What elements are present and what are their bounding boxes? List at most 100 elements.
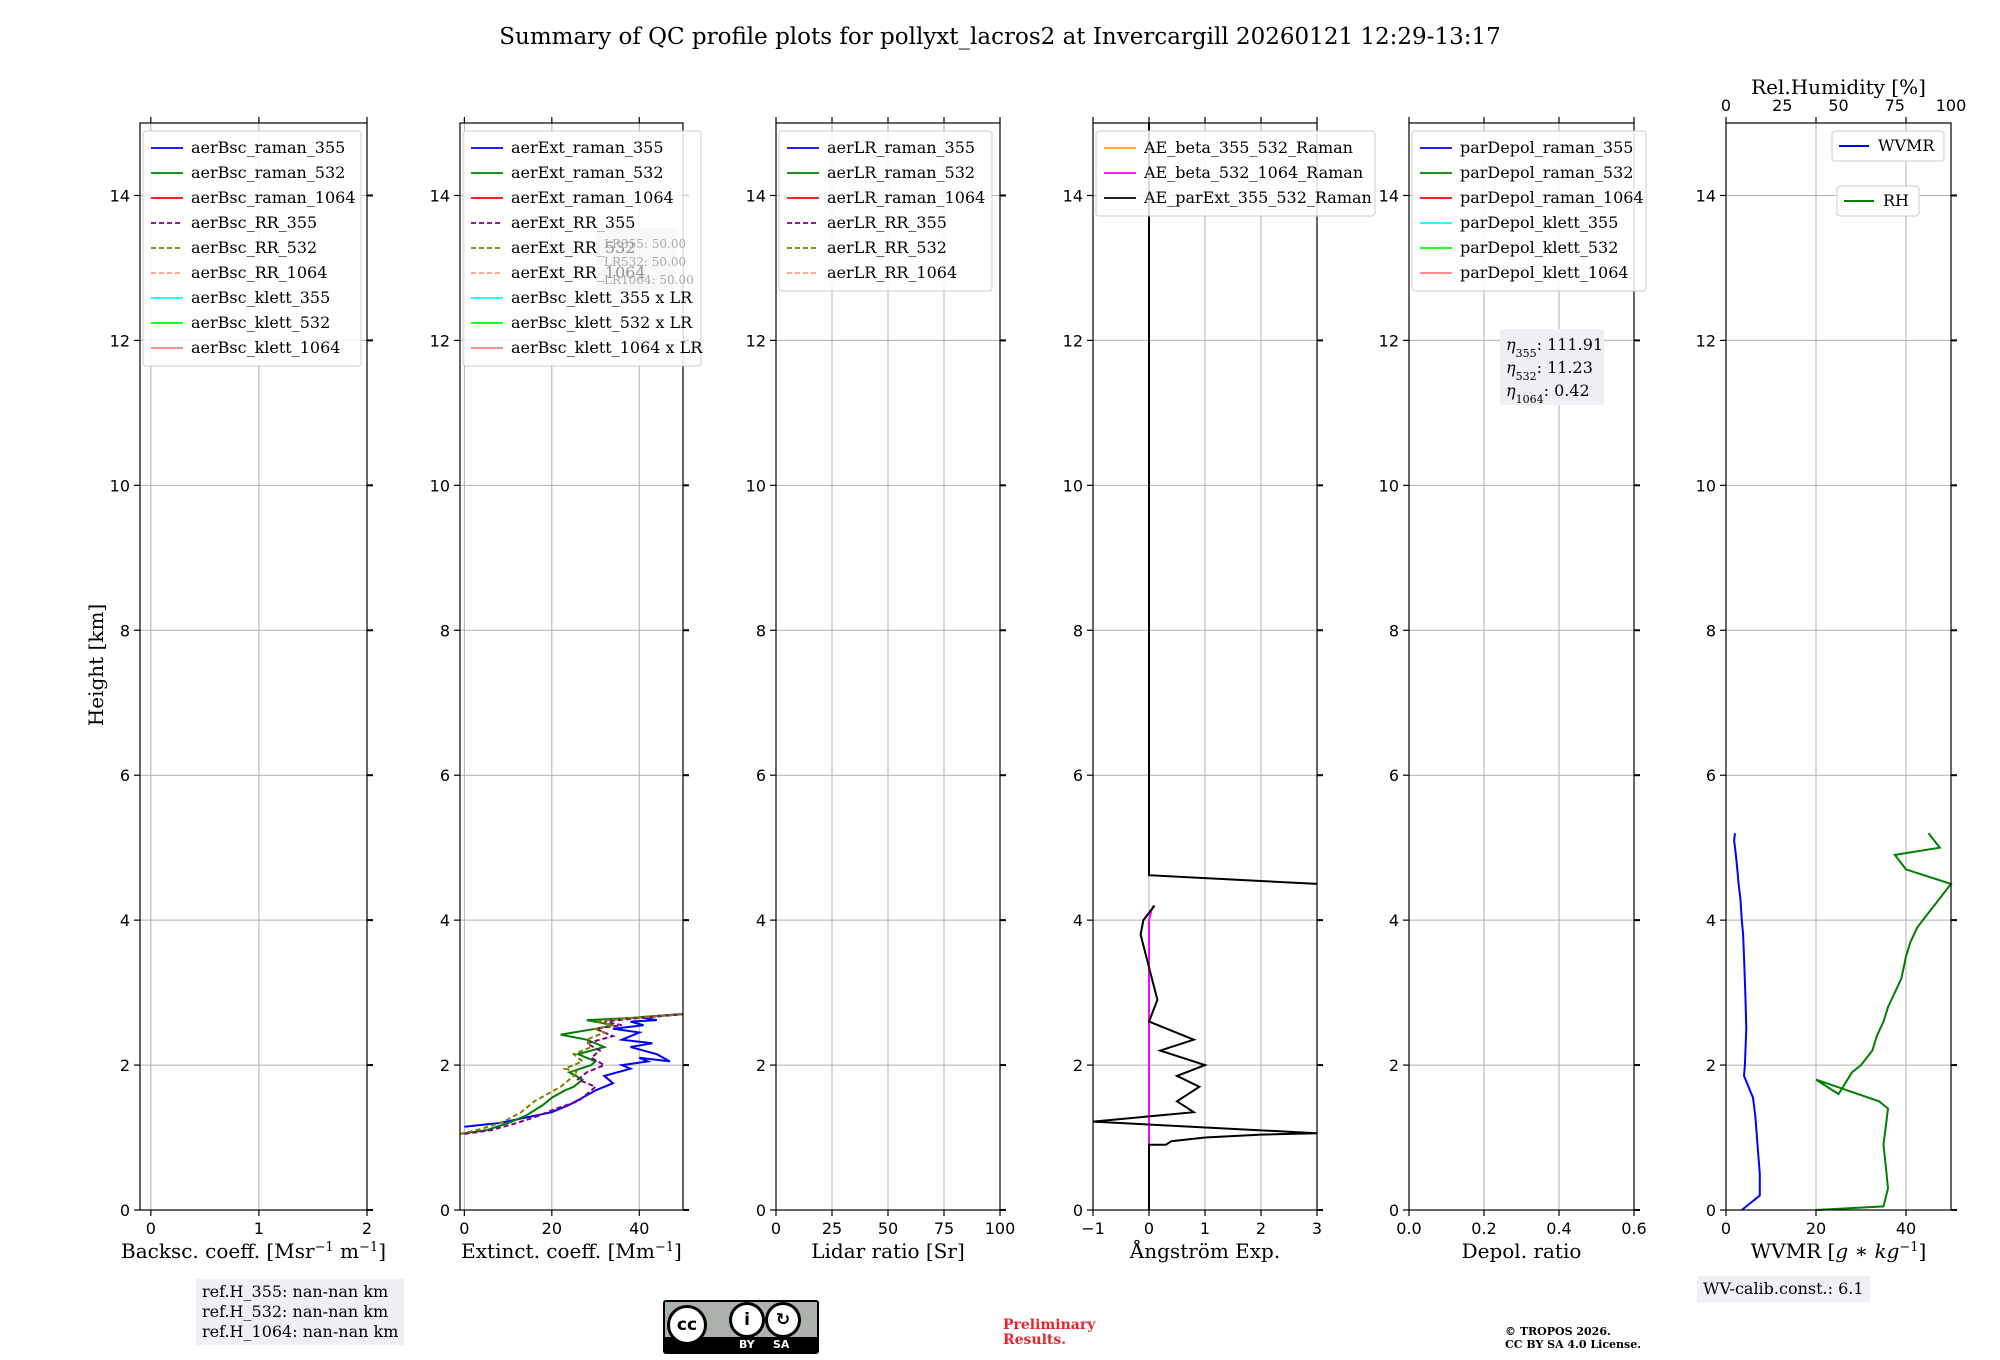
x-tick-label: 40: [629, 1219, 649, 1238]
y-tick-label: 12: [430, 331, 450, 350]
top-x-tick-label: 75: [1885, 96, 1905, 115]
legend-label: aerBsc_klett_532: [191, 313, 330, 332]
series-aerExt_RR_532: [459, 1013, 684, 1135]
y-tick-label: 0: [1706, 1201, 1716, 1220]
preliminary-line-2: Results.: [1003, 1332, 1067, 1348]
legend-label: AE_beta_355_532_Raman: [1143, 138, 1353, 157]
legend-label: aerBsc_klett_355: [191, 288, 330, 307]
x-tick-label: 0.0: [1396, 1219, 1421, 1238]
x-tick-label: 0: [1144, 1219, 1154, 1238]
y-tick-label: 10: [110, 476, 130, 495]
legend-label: aerBsc_RR_355: [191, 213, 317, 232]
y-tick-label: 10: [1379, 476, 1399, 495]
lr-value-box: LR355: 50.00 LR532: 50.00 LR1064: 50.00: [596, 228, 694, 290]
x-tick-label: 25: [822, 1219, 842, 1238]
series-aerExt_RR_355: [464, 1013, 684, 1135]
x-tick-label: 40: [1896, 1219, 1916, 1238]
legend-label: aerExt_raman_1064: [511, 188, 674, 207]
axes-frame: [139, 122, 368, 1211]
ref-height-532: ref.H_532: nan-nan km: [202, 1302, 389, 1321]
y-tick-label: 8: [1706, 621, 1716, 640]
y-tick-label: 12: [1379, 331, 1399, 350]
y-axis-label: Height [km]: [84, 604, 108, 726]
x-tick-label: 1: [1200, 1219, 1210, 1238]
legend-label: parDepol_klett_532: [1460, 238, 1618, 257]
legend-label: parDepol_raman_355: [1460, 138, 1633, 157]
y-tick-label: 12: [1696, 331, 1716, 350]
legend-label: aerBsc_klett_355 x LR: [511, 288, 693, 307]
legend-label: aerBsc_klett_1064: [191, 338, 340, 357]
y-tick-label: 12: [1063, 331, 1083, 350]
x-axis-label: Ångström Exp.: [1129, 1238, 1280, 1263]
legend-label: aerBsc_RR_532: [191, 238, 317, 257]
y-tick-label: 8: [440, 621, 450, 640]
share-alike-icon: ↻: [765, 1302, 801, 1338]
wv-calibration-box: WV-calib.const.: 6.1: [1697, 1276, 1870, 1302]
legend-wvmr: WVMR: [1831, 130, 1945, 162]
series-aerExt_raman_532: [459, 1013, 684, 1135]
legend-label: aerLR_RR_532: [827, 238, 947, 257]
y-tick-label: 10: [746, 476, 766, 495]
x-tick-label: 0: [1721, 1219, 1731, 1238]
x-tick-label: 2: [362, 1219, 372, 1238]
y-tick-label: 0: [756, 1201, 766, 1220]
y-tick-label: 6: [1706, 766, 1716, 785]
axes-frame: [1725, 122, 1952, 1211]
y-tick-label: 6: [120, 766, 130, 785]
legend: aerBsc_raman_355 aerBsc_raman_532 aerBsc_r…: [142, 130, 362, 367]
y-tick-label: 2: [1389, 1056, 1399, 1075]
y-tick-label: 4: [1706, 911, 1716, 930]
legend-label: parDepol_raman_1064: [1460, 188, 1644, 207]
lr-value: LR1064: 50.00: [604, 273, 694, 287]
preliminary-note: Preliminary Results.: [1003, 1318, 1095, 1348]
x-tick-label: 2: [1256, 1219, 1266, 1238]
y-tick-label: 4: [1073, 911, 1083, 930]
y-tick-label: 10: [430, 476, 450, 495]
legend-label: parDepol_klett_1064: [1460, 263, 1629, 282]
top-x-tick-label: 25: [1772, 96, 1792, 115]
legend-label: aerBsc_raman_1064: [191, 188, 356, 207]
y-tick-label: 8: [756, 621, 766, 640]
attribution-icon: i: [729, 1302, 765, 1338]
panel-ext: 0 20 40 0 2 4 6 8 10 12 14 Extinct. coeff. [Mm−1] ae…: [430, 117, 703, 1263]
cc-license-badge: cc i ↻ BY SA: [663, 1300, 819, 1354]
x-tick-label: 75: [934, 1219, 954, 1238]
y-tick-label: 0: [1389, 1201, 1399, 1220]
legend-label: aerExt_RR_355: [511, 213, 635, 232]
series-RH: [1815, 832, 1953, 1211]
y-tick-label: 8: [1389, 621, 1399, 640]
x-tick-label: 50: [878, 1219, 898, 1238]
y-tick-label: 4: [120, 911, 130, 930]
y-tick-label: 8: [120, 621, 130, 640]
ref-height-1064: ref.H_1064: nan-nan km: [202, 1322, 399, 1341]
legend-label: WVMR: [1878, 136, 1935, 155]
x-axis-label: Depol. ratio: [1462, 1239, 1582, 1263]
axes-frame: [459, 122, 684, 1211]
preliminary-line-1: Preliminary: [1003, 1317, 1096, 1333]
y-tick-label: 4: [756, 911, 766, 930]
copyright-line-2: CC BY SA 4.0 License.: [1505, 1338, 1642, 1351]
legend: aerLR_raman_355 aerLR_raman_532 aerLR_rama…: [778, 130, 993, 292]
x-tick-label: 0.6: [1621, 1219, 1646, 1238]
y-tick-label: 12: [746, 331, 766, 350]
y-tick-label: 14: [1379, 186, 1399, 205]
panel-lr: 0 25 50 75 100 0 2 4 6 8 10 12 14 Lidar ratio [Sr] aer…: [746, 117, 1015, 1263]
legend-label: aerExt_raman_355: [511, 138, 664, 157]
series-AE_parExt_355_532_Raman_lower: [1092, 904, 1318, 1210]
legend-label: aerLR_raman_1064: [827, 188, 985, 207]
y-tick-label: 14: [1696, 186, 1716, 205]
y-tick-label: 2: [756, 1056, 766, 1075]
y-tick-label: 6: [1073, 766, 1083, 785]
cc-by-label: BY: [739, 1338, 755, 1351]
legend-label: AE_beta_532_1064_Raman: [1143, 163, 1363, 182]
wv-calibration-constant: WV-calib.const.: 6.1: [1703, 1279, 1864, 1298]
cc-sa-label: SA: [773, 1338, 790, 1351]
x-axis-label: WVMR [g ∗ kg−1]: [1751, 1239, 1927, 1263]
x-tick-label: 20: [1806, 1219, 1826, 1238]
top-x-tick-label: 100: [1936, 96, 1967, 115]
legend: aerExt_raman_355 aerExt_raman_532 aerExt_r…: [462, 130, 703, 367]
